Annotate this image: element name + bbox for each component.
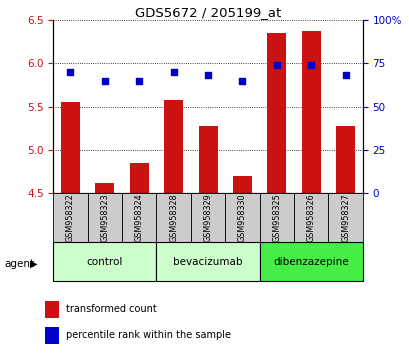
Bar (61, 102, 80, 193)
Point (204, 73, 211, 78)
Text: GSM958329: GSM958329 (203, 193, 212, 242)
Bar (122, 193, 156, 242)
Text: percentile rank within the sample: percentile rank within the sample (66, 330, 231, 340)
Title: GDS5672 / 205199_at: GDS5672 / 205199_at (135, 6, 281, 19)
Point (342, 73, 348, 78)
Point (136, 78, 142, 84)
Point (273, 62, 279, 68)
Bar (130, 163, 148, 193)
Text: GSM958322: GSM958322 (66, 193, 75, 242)
Bar (293, 193, 328, 242)
Point (101, 78, 108, 84)
Bar (328, 193, 362, 242)
Bar (259, 193, 293, 242)
Bar (301, 32, 320, 193)
Bar (335, 126, 354, 193)
Bar (45, 327, 59, 344)
Text: GSM958328: GSM958328 (169, 193, 178, 242)
Text: bevacizumab: bevacizumab (173, 257, 242, 267)
Bar (191, 193, 225, 242)
Bar (95, 183, 114, 193)
Text: ▶: ▶ (29, 259, 37, 269)
Bar (45, 301, 59, 318)
Text: GSM958323: GSM958323 (100, 193, 109, 242)
Text: GSM958326: GSM958326 (306, 193, 315, 242)
Bar (53, 193, 88, 242)
Text: dibenzazepine: dibenzazepine (273, 257, 348, 267)
Text: transformed count: transformed count (66, 304, 157, 314)
Bar (53, 242, 156, 281)
Bar (88, 193, 122, 242)
Bar (232, 176, 251, 193)
Point (170, 69, 177, 75)
Point (238, 78, 245, 84)
Bar (198, 126, 217, 193)
Bar (267, 33, 285, 193)
Bar (156, 193, 191, 242)
Bar (164, 99, 183, 193)
Point (67, 69, 74, 75)
Text: GSM958330: GSM958330 (237, 193, 246, 242)
Text: GSM958327: GSM958327 (340, 193, 349, 242)
Text: control: control (86, 257, 123, 267)
Bar (156, 242, 259, 281)
Bar (259, 242, 362, 281)
Point (307, 62, 314, 68)
Text: GSM958325: GSM958325 (272, 193, 281, 242)
Text: agent: agent (4, 259, 34, 269)
Bar (225, 193, 259, 242)
Text: GSM958324: GSM958324 (135, 193, 144, 242)
